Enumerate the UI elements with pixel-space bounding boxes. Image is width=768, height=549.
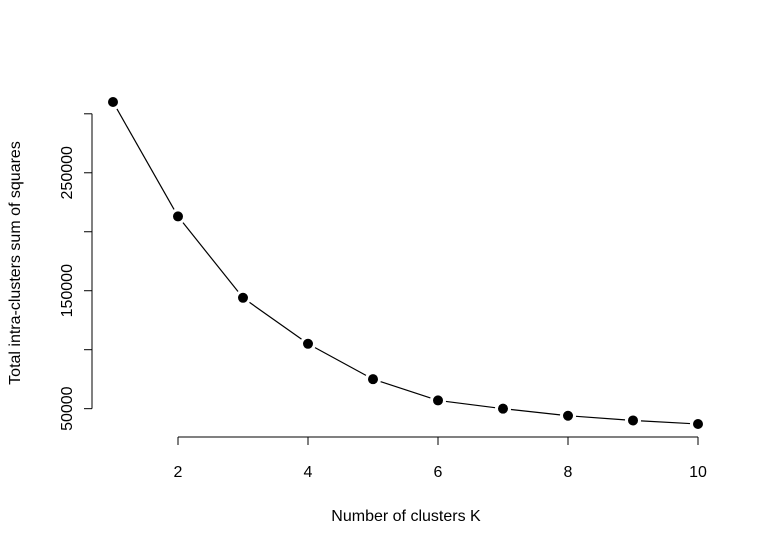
y-tick-label: 150000 (59, 264, 76, 317)
x-tick-label: 6 (434, 464, 443, 481)
y-axis-title: Total intra-clusters sum of squares (7, 141, 24, 385)
data-point (368, 374, 378, 385)
data-point (238, 292, 248, 303)
x-tick-label: 2 (174, 464, 183, 481)
x-axis-title: Number of clusters K (331, 508, 481, 525)
data-point (173, 211, 183, 222)
data-point (693, 419, 703, 429)
x-axis: 2 4 6 8 10 (174, 436, 707, 481)
series-line-segment (182, 222, 239, 292)
x-tick-label: 4 (304, 464, 313, 481)
data-point (303, 338, 313, 349)
data-point (563, 410, 573, 421)
series-line-segment (314, 347, 367, 376)
y-axis: 50000 150000 250000 (59, 113, 93, 431)
series-line-segment (575, 415, 626, 421)
x-tick-label: 10 (689, 464, 707, 481)
data-series (108, 97, 703, 429)
series-line-segment (116, 108, 175, 210)
series-line-segment (445, 400, 496, 409)
data-point (628, 415, 638, 426)
series-line-segment (510, 408, 561, 416)
y-tick-label: 250000 (59, 146, 76, 199)
series-line-segment (380, 381, 431, 399)
series-line-segment (640, 420, 691, 425)
x-tick-label: 8 (564, 464, 573, 481)
data-point (498, 403, 508, 414)
y-tick-label: 50000 (59, 386, 76, 431)
data-point (433, 395, 443, 406)
data-point (108, 97, 118, 107)
series-line-segment (249, 301, 302, 340)
